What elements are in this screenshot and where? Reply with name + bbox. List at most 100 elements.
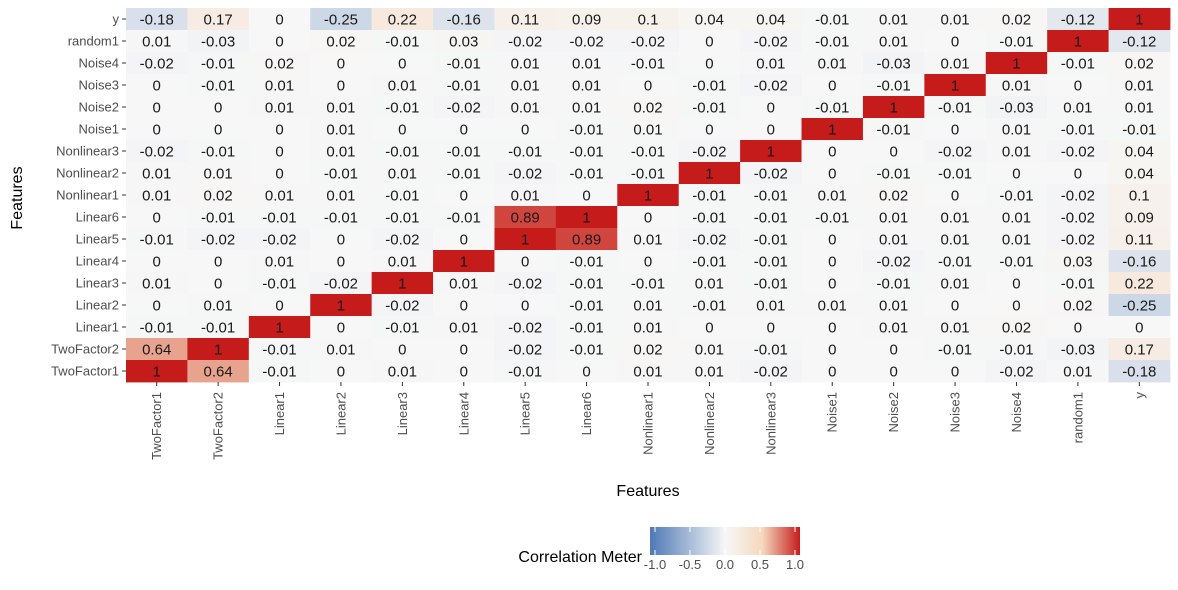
cell-value-label: -0.01 — [385, 144, 419, 161]
heatmap-cell-Linear5-Noise2 — [862, 228, 925, 251]
cell-value-label: 1 — [153, 364, 161, 381]
heatmap-cell-Linear5-Noise3 — [924, 228, 987, 251]
cell-value-label: -0.01 — [262, 342, 296, 359]
heatmap-cell-Linear3-TwoFactor1 — [126, 272, 188, 295]
x-tick-label: Noise1 — [825, 392, 840, 432]
cell-value-label: 0.01 — [1002, 210, 1031, 227]
heatmap-cell-Noise2-Linear6 — [555, 96, 618, 119]
heatmap-cell-Linear3-Nonlinear1 — [617, 272, 680, 295]
cell-value-label: 0.01 — [879, 298, 908, 315]
heatmap-cell-Linear6-Noise1 — [801, 206, 864, 229]
heatmap-cell-Noise4-Linear5 — [494, 52, 557, 75]
cell-value-label: 0 — [214, 100, 222, 117]
cell-value-label: 0 — [644, 78, 652, 95]
heatmap-cell-Noise4-TwoFactor1 — [126, 52, 188, 75]
cell-value-label: -0.01 — [447, 144, 481, 161]
heatmap-cell-TwoFactor1-Noise2 — [862, 360, 925, 383]
cell-value-label: -0.25 — [1122, 298, 1156, 315]
cell-value-label: 0.01 — [756, 56, 785, 73]
cell-value-label: -0.02 — [1061, 144, 1095, 161]
heatmap-cell-Linear4-Noise1 — [801, 250, 864, 273]
cell-value-label: 0.02 — [633, 342, 662, 359]
cell-value-label: -0.01 — [569, 276, 603, 293]
heatmap-cell-Nonlinear2-TwoFactor1 — [126, 162, 188, 185]
heatmap-cell-Noise3-Linear4 — [433, 74, 495, 97]
heatmap-cell-Nonlinear3-TwoFactor2 — [187, 140, 250, 163]
cell-value-label: -0.01 — [999, 34, 1033, 51]
y-tick-label: Noise1 — [79, 122, 119, 137]
heatmap-cell-Linear4-TwoFactor1 — [126, 250, 188, 273]
cell-value-label: 0.01 — [511, 78, 540, 95]
cell-value-label: 0 — [767, 320, 775, 337]
cell-value-label: 0.09 — [572, 12, 601, 29]
x-tick-label: Linear1 — [272, 392, 287, 435]
heatmap-cell-Noise1-Nonlinear3 — [740, 118, 802, 141]
cell-value-label: 0.01 — [449, 276, 478, 293]
cell-value-label: 0 — [705, 34, 713, 51]
cell-value-label: -0.01 — [569, 342, 603, 359]
cell-value-label: -0.18 — [140, 12, 174, 29]
heatmap-cell-Linear2-Linear4 — [433, 294, 495, 317]
cell-value-label: 0 — [1074, 320, 1082, 337]
heatmap-cell-Nonlinear3-Nonlinear3 — [740, 140, 802, 163]
x-tick-label: TwoFactor1 — [149, 392, 164, 460]
heatmap-cell-Noise4-Noise4 — [985, 52, 1048, 75]
heatmap-cell-random1-Noise4 — [985, 30, 1048, 53]
heatmap-cell-Noise2-Linear2 — [310, 96, 373, 119]
cell-value-label: 0 — [1012, 298, 1020, 315]
cell-value-label: -0.01 — [877, 276, 911, 293]
cell-value-label: 0.01 — [388, 78, 417, 95]
cell-value-label: 0 — [767, 100, 775, 117]
cell-value-label: 0.01 — [265, 100, 294, 117]
cell-value-label: -0.01 — [938, 100, 972, 117]
heatmap-cell-Linear1-TwoFactor2 — [187, 316, 250, 339]
heatmap-cell-Nonlinear2-random1 — [1047, 162, 1109, 185]
cell-value-label: 0.01 — [940, 210, 969, 227]
cell-value-label: -0.01 — [385, 210, 419, 227]
heatmap-cell-Linear3-Linear1 — [248, 272, 311, 295]
x-tick-label: Linear5 — [518, 392, 533, 435]
heatmap-cell-TwoFactor2-Nonlinear3 — [740, 338, 802, 361]
cell-value-label: 0.01 — [633, 232, 662, 249]
cell-value-label: -0.01 — [692, 254, 726, 271]
cell-value-label: 0 — [337, 56, 345, 73]
legend-tick-label: 1.0 — [786, 557, 804, 572]
cell-value-label: 0.01 — [204, 166, 233, 183]
cell-value-label: -0.12 — [1122, 34, 1156, 51]
heatmap-cell-Noise3-Linear1 — [248, 74, 311, 97]
heatmap-cell-Noise2-Noise1 — [801, 96, 864, 119]
heatmap-cell-Noise2-y — [1108, 96, 1171, 119]
heatmap-cell-Noise3-Noise2 — [862, 74, 925, 97]
cell-value-label: -0.01 — [447, 210, 481, 227]
cell-value-label: 0 — [1074, 78, 1082, 95]
heatmap-cell-Linear5-Linear2 — [310, 228, 373, 251]
heatmap-cell-Nonlinear1-Noise1 — [801, 184, 864, 207]
cell-value-label: -0.03 — [201, 34, 235, 51]
heatmap-cell-Linear3-Linear4 — [433, 272, 495, 295]
cell-value-label: -0.01 — [569, 298, 603, 315]
cell-value-label: 0.02 — [633, 100, 662, 117]
cell-value-label: 1 — [337, 298, 345, 315]
heatmap-cell-Noise3-Noise4 — [985, 74, 1048, 97]
cell-value-label: -0.02 — [447, 100, 481, 117]
cell-value-label: -0.01 — [508, 364, 542, 381]
heatmap-cell-Linear1-random1 — [1047, 316, 1109, 339]
cell-value-label: 0 — [951, 364, 959, 381]
cell-value-label: -0.01 — [447, 166, 481, 183]
cell-value-label: 0.1 — [1129, 188, 1150, 205]
heatmap-cell-Linear5-Linear5 — [494, 228, 557, 251]
cell-value-label: 0.01 — [388, 364, 417, 381]
cell-value-label: -0.02 — [508, 342, 542, 359]
heatmap-cell-TwoFactor1-TwoFactor1 — [126, 360, 188, 383]
heatmap-cell-Nonlinear2-Linear5 — [494, 162, 557, 185]
cell-value-label: -0.01 — [815, 12, 849, 29]
cell-value-label: 0 — [644, 210, 652, 227]
heatmap-cell-Noise3-Noise1 — [801, 74, 864, 97]
heatmap-cell-Linear3-y — [1108, 272, 1171, 295]
heatmap-cell-random1-Noise3 — [924, 30, 987, 53]
heatmap-cell-TwoFactor2-Noise1 — [801, 338, 864, 361]
heatmap-cell-y-Linear6 — [555, 8, 618, 31]
heatmap-cell-Nonlinear3-TwoFactor1 — [126, 140, 188, 163]
heatmap-cell-Noise3-Linear2 — [310, 74, 373, 97]
